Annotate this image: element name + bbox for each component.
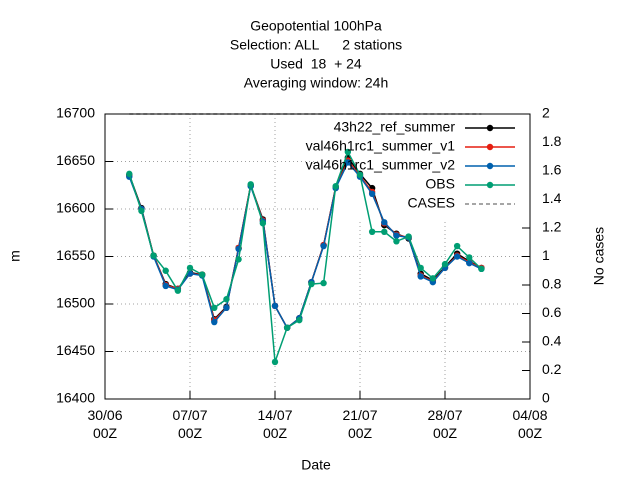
y2-tick-label: 1.2 [542,219,562,235]
data-point [211,304,218,311]
y2-tick-label: 0.6 [542,304,562,320]
chart-title: Geopotential 100hPa [250,18,382,34]
data-point [296,316,303,324]
data-point [466,254,473,261]
data-point [405,233,412,240]
y2-tick-label: 1.6 [542,162,562,178]
data-point [198,271,206,278]
data-point [332,183,339,190]
y-tick-label: 16700 [56,105,95,121]
y2-tick-label: 1 [542,247,550,263]
y-tick-label: 16450 [56,342,95,358]
data-point [453,253,461,260]
data-point [126,170,133,178]
x-tick-label: 07/07 00Z [172,407,208,441]
data-point [393,232,400,239]
data-point [259,220,267,227]
data-point [247,181,254,188]
data-point [466,259,473,267]
y2-tick-label: 0.4 [542,333,562,349]
data-point [223,304,230,311]
chart-subtitle: Selection: ALL 2 stations [230,37,402,53]
y-tick-label: 16500 [56,295,95,311]
x-tick-label: 21/07 00Z [342,407,378,441]
x-tick-label: 04/08 00Z [512,407,548,441]
legend-label: val46h1rc1_summer_v1 [306,138,456,154]
data-point [453,242,461,250]
data-point [235,256,242,263]
legend-marker [486,143,494,151]
y2-tick-label: 0.8 [542,276,562,292]
chart-subtitle: Used 18 + 24 [270,56,362,72]
data-point [356,171,364,178]
y2-tick-label: 2 [542,105,550,121]
data-point [368,228,376,235]
data-point [138,207,145,215]
y2-axis-label: No cases [591,227,607,285]
legend-label: CASES [408,195,455,211]
data-point [162,267,169,274]
data-point [211,318,218,326]
data-point [417,264,424,272]
data-point [417,273,424,280]
data-point [320,279,327,287]
x-tick-label: 14/07 00Z [257,407,293,441]
x-tick-label: 28/07 00Z [427,407,463,441]
plot-frame [104,113,531,400]
data-point [283,324,291,331]
x-tick-label: 30/06 00Z [87,407,123,441]
x-axis-label: Date [301,457,331,473]
data-point [381,228,388,235]
data-point [320,242,327,250]
data-point [441,260,449,268]
data-point [162,282,169,290]
y2-tick-label: 0 [542,390,550,406]
y2-tick-label: 1.8 [542,133,562,149]
legend-label: 43h22_ref_summer [334,119,456,135]
data-point [368,190,376,197]
data-point [308,280,315,288]
legend-label: val46h1rc1_summer_v2 [306,157,456,173]
y-tick-label: 16650 [56,152,95,168]
data-point [271,358,279,366]
legend-marker [486,124,494,132]
legend-marker [486,181,494,189]
data-point [478,265,485,273]
y2-tick-label: 1.4 [542,190,562,206]
data-point [429,275,437,282]
y2-tick-label: 0.2 [542,361,562,377]
legend-label: OBS [425,176,455,192]
data-point [381,219,388,226]
legend-marker [486,162,494,170]
data-point [150,252,157,259]
data-point [186,264,194,272]
data-point [344,159,352,166]
data-point [223,296,230,303]
data-point [271,302,279,310]
y-tick-label: 16400 [56,390,95,406]
chart-subtitle: Averaging window: 24h [244,75,389,91]
y-tick-label: 16550 [56,247,95,263]
data-point [344,148,352,156]
data-point [174,287,182,294]
data-point [393,238,400,245]
y-tick-label: 16600 [56,200,95,216]
y-axis-label: m [7,250,23,262]
